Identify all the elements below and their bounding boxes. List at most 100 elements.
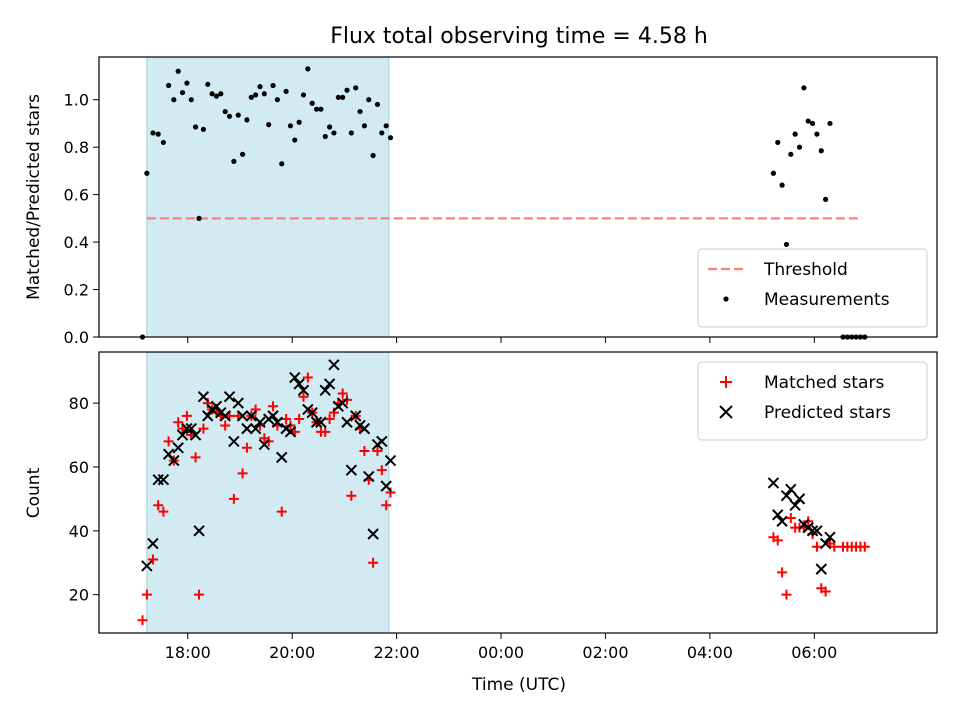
y-tick-label: 0.8 bbox=[64, 138, 89, 157]
measurement-point bbox=[200, 126, 207, 132]
measurement-point bbox=[270, 82, 276, 89]
legend-box bbox=[697, 248, 928, 328]
measurement-point bbox=[783, 241, 790, 248]
measurement-point bbox=[374, 101, 381, 108]
x-tick-label: 04:00 bbox=[687, 643, 733, 662]
matched-point bbox=[294, 414, 305, 425]
bottom-y-axis-label: Count bbox=[24, 467, 44, 518]
observing-window-band bbox=[146, 56, 390, 338]
predicted-point bbox=[306, 406, 318, 419]
y-tick-label: 1.0 bbox=[64, 91, 89, 110]
matched-point bbox=[198, 423, 209, 434]
matched-point bbox=[781, 589, 792, 600]
chart-title: Flux total observing time = 4.58 h bbox=[330, 24, 708, 49]
x-tick-label: 20:00 bbox=[269, 643, 315, 662]
measurement-point bbox=[805, 118, 811, 124]
predicted-point bbox=[815, 563, 827, 575]
measurement-point bbox=[283, 88, 289, 95]
legend-matched-swatch bbox=[720, 376, 732, 388]
measurement-point bbox=[188, 97, 194, 103]
measurement-point bbox=[383, 123, 389, 129]
matched-point bbox=[829, 541, 840, 552]
legend-label: Matched stars bbox=[764, 373, 884, 393]
predicted-point bbox=[811, 525, 823, 537]
predicted-point bbox=[310, 416, 323, 428]
measurement-point bbox=[155, 131, 161, 137]
measurement-point bbox=[335, 94, 341, 100]
predicted-point bbox=[806, 525, 819, 537]
matched-point bbox=[820, 586, 831, 597]
predicted-point bbox=[197, 390, 210, 403]
y-tick-label: 80 bbox=[69, 394, 89, 413]
measurement-point bbox=[801, 85, 807, 91]
predicted-point bbox=[176, 429, 189, 441]
y-tick-label: 60 bbox=[69, 458, 89, 477]
axes-frame bbox=[98, 56, 938, 338]
measurement-point bbox=[788, 151, 794, 157]
measurement-point bbox=[279, 161, 285, 167]
predicted-point bbox=[380, 480, 392, 492]
x-tick-label: 18:00 bbox=[165, 643, 211, 662]
matched-point bbox=[173, 417, 184, 428]
measurement-point bbox=[239, 151, 246, 157]
measurement-point bbox=[770, 170, 777, 176]
x-tick-label: 00:00 bbox=[478, 643, 524, 662]
predicted-point bbox=[241, 422, 253, 435]
measurement-point bbox=[222, 108, 228, 115]
measurement-point bbox=[322, 133, 328, 140]
measurement-point bbox=[257, 84, 263, 90]
matched-point bbox=[777, 567, 788, 578]
axes-frame bbox=[98, 351, 938, 634]
predicted-point bbox=[152, 474, 164, 486]
measurement-point bbox=[196, 215, 202, 221]
y-tick-label: 0.4 bbox=[64, 233, 89, 252]
matched-point bbox=[241, 442, 252, 453]
measurement-point bbox=[366, 97, 372, 103]
predicted-point bbox=[819, 537, 832, 550]
predicted-point bbox=[776, 515, 788, 527]
predicted-point bbox=[202, 410, 214, 422]
measurement-point bbox=[823, 196, 829, 202]
measurement-point bbox=[814, 131, 820, 137]
predicted-point bbox=[228, 435, 240, 448]
x-tick-label: 06:00 bbox=[791, 643, 837, 662]
measurement-point bbox=[166, 82, 172, 89]
measurement-point bbox=[160, 139, 166, 146]
matched-point bbox=[359, 445, 370, 456]
measurement-point bbox=[144, 170, 150, 176]
predicted-point bbox=[223, 390, 236, 403]
measurement-point bbox=[150, 130, 156, 136]
predicted-point bbox=[219, 410, 231, 422]
measurement-point bbox=[318, 106, 324, 112]
measurement-point bbox=[313, 106, 320, 112]
matched-point bbox=[163, 436, 174, 447]
predicted-point bbox=[315, 416, 327, 428]
measurement-point bbox=[261, 91, 267, 97]
legend-predicted-swatch bbox=[719, 405, 733, 419]
measurement-point bbox=[327, 124, 333, 130]
predicted-point bbox=[363, 470, 375, 483]
predicted-point bbox=[345, 464, 358, 476]
matched-point bbox=[337, 388, 348, 399]
measurement-point bbox=[274, 97, 280, 103]
matched-point bbox=[153, 500, 164, 511]
predicted-point bbox=[284, 426, 297, 438]
measurement-point bbox=[231, 158, 237, 165]
measurement-point bbox=[361, 123, 368, 129]
predicted-point bbox=[319, 384, 331, 397]
matched-point bbox=[276, 506, 287, 517]
series-predicted-stars bbox=[141, 359, 836, 575]
measurement-point bbox=[353, 85, 359, 91]
measurement-point bbox=[205, 81, 211, 87]
matched-point bbox=[372, 445, 383, 456]
measurement-point bbox=[292, 137, 298, 143]
predicted-point bbox=[336, 397, 349, 409]
matched-point bbox=[137, 615, 148, 626]
predicted-point bbox=[358, 422, 371, 435]
measurement-point bbox=[331, 130, 337, 136]
y-tick-label: 0.6 bbox=[64, 186, 89, 205]
measurement-point bbox=[192, 124, 199, 130]
measurement-point bbox=[305, 66, 311, 72]
measurement-point bbox=[379, 130, 385, 136]
predicted-point bbox=[232, 397, 244, 409]
